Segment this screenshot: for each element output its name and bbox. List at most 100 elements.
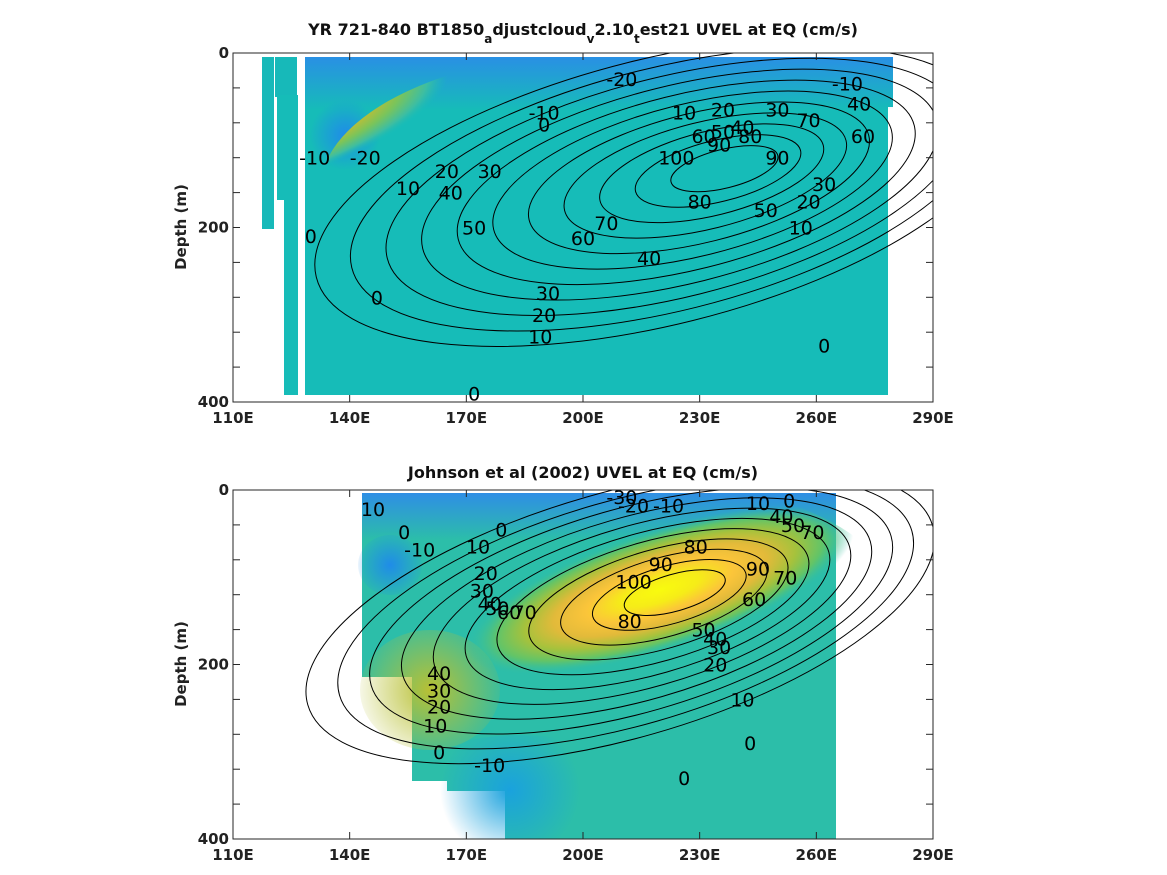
y-tick-label: 400	[198, 830, 229, 848]
contour-label: -10	[474, 755, 505, 777]
contour-line	[563, 112, 848, 239]
contour-line	[496, 528, 810, 676]
field-column-west	[277, 95, 284, 200]
panel-obs-ylabel: Depth (m)	[172, 621, 190, 707]
x-tick-label: 200E	[562, 409, 604, 427]
contour-label: 10	[672, 102, 696, 124]
contour-label: 70	[773, 567, 797, 589]
contour-label: 40	[769, 506, 793, 528]
contour-line	[421, 68, 933, 301]
contour-label: 20	[427, 696, 451, 718]
field-column-west	[284, 95, 298, 395]
contour-label: 20	[796, 191, 820, 213]
x-tick-label: 200E	[562, 846, 604, 864]
contour-label: 80	[738, 126, 762, 148]
field-column-west	[262, 57, 274, 229]
contour-line	[464, 517, 831, 691]
x-tick-label: 260E	[796, 409, 838, 427]
contour-label: 50	[485, 598, 509, 620]
contour-label: 50	[781, 515, 805, 537]
contour-line	[456, 79, 916, 286]
x-tick-label: 260E	[796, 846, 838, 864]
contour-label: 0	[678, 768, 690, 790]
contour-line	[314, 53, 933, 347]
contour-line	[528, 538, 789, 661]
contour-line	[492, 90, 893, 270]
panel-model-ylabel: Depth (m)	[172, 184, 190, 270]
contour-label: -10	[299, 148, 330, 170]
contour-line	[400, 497, 873, 720]
contour-label: 40	[439, 183, 463, 205]
contour-label: 20	[435, 161, 459, 183]
contour-line	[599, 123, 825, 224]
contour-line	[349, 53, 933, 332]
contour-label: 30	[478, 161, 502, 183]
x-tick-label: 110E	[212, 846, 254, 864]
contour-label: 90	[707, 135, 731, 157]
contour-label: 90	[765, 148, 789, 170]
contour-label: -30	[606, 487, 637, 509]
contour-label: 10	[746, 493, 770, 515]
contour-label: 40	[637, 248, 661, 270]
x-tick-label: 110E	[212, 409, 254, 427]
contour-line	[527, 101, 870, 255]
contour-label: 0	[744, 733, 756, 755]
contour-label: 20	[532, 305, 556, 327]
contour-label: 0	[495, 519, 507, 541]
contour-label: 10	[730, 689, 754, 711]
contour-label: -20	[350, 148, 381, 170]
x-tick-label: 230E	[679, 409, 721, 427]
contour-label: 20	[703, 655, 727, 677]
contour-label: 20	[474, 563, 498, 585]
contour-label: 30	[536, 283, 560, 305]
y-tick-label: 400	[198, 393, 229, 411]
contour-label: 60	[497, 602, 521, 624]
contour-line	[385, 57, 933, 316]
contour-label: 0	[468, 383, 480, 405]
contour-label: 100	[658, 148, 694, 170]
contour-label: -10	[529, 102, 560, 124]
contour-label: 40	[427, 663, 451, 685]
contour-label: 50	[754, 200, 778, 222]
panel-model: YR 721-840 BT1850adjustcloudv2.10test21 …	[172, 20, 954, 427]
title-part: 2.10	[594, 20, 633, 39]
contour-label: 90	[746, 559, 770, 581]
contour-label: 80	[684, 537, 708, 559]
contour-label: 70	[594, 213, 618, 235]
title-part-sub: a	[484, 32, 492, 46]
contour-label: 70	[513, 602, 537, 624]
contour-label: -20	[606, 69, 637, 91]
field-negative-deep	[400, 735, 640, 839]
contour-label: 40	[730, 117, 754, 139]
title-part-sub: v	[587, 32, 595, 46]
contour-label: 0	[538, 115, 550, 137]
contour-label: 60	[691, 126, 715, 148]
contour-label: 30	[812, 174, 836, 196]
contour-label: 100	[615, 572, 651, 594]
contour-line	[634, 134, 802, 208]
contour-label: 10	[466, 537, 490, 559]
contour-label: 50	[691, 620, 715, 642]
contour-label: 90	[649, 554, 673, 576]
contour-label: -10	[832, 74, 863, 96]
panel-obs-field	[358, 490, 900, 839]
contour-label: 10	[396, 178, 420, 200]
contour-label: 70	[800, 522, 824, 544]
contour-label: 30	[765, 100, 789, 122]
contour-label: 80	[618, 611, 642, 633]
contour-label: 20	[711, 100, 735, 122]
contour-label: -20	[618, 496, 649, 518]
panel-obs-contours	[305, 490, 933, 765]
contour-label: 60	[851, 126, 875, 148]
contour-label: 0	[371, 287, 383, 309]
contour-line	[337, 490, 915, 750]
contour-label: 40	[703, 628, 727, 650]
contour-label: 10	[789, 218, 813, 240]
y-tick-label: 0	[219, 44, 229, 62]
contour-label: 10	[361, 499, 385, 521]
title-part-sub: t	[634, 32, 640, 46]
